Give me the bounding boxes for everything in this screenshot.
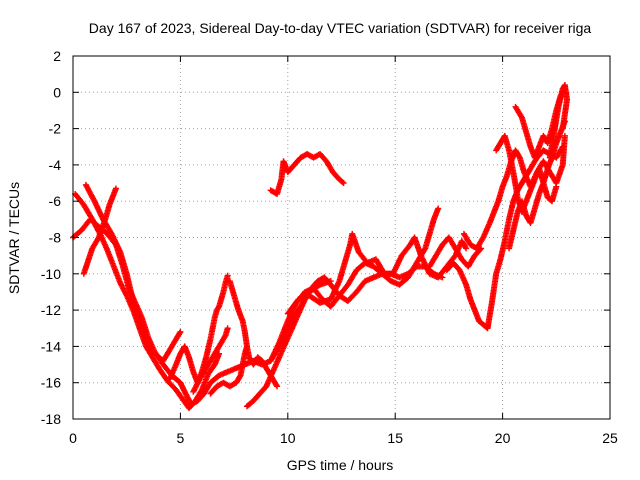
series-track-10 xyxy=(267,205,442,364)
data-point xyxy=(462,244,469,251)
x-tick-label: 20 xyxy=(495,430,511,446)
series-track-6 xyxy=(190,325,231,395)
series-track-19 xyxy=(267,151,347,197)
data-point xyxy=(435,205,442,212)
x-tick-label: 10 xyxy=(280,430,296,446)
series-track-11 xyxy=(284,230,470,317)
series-track-2 xyxy=(72,190,223,412)
series-track-3 xyxy=(80,185,119,277)
series-track-8 xyxy=(207,343,250,397)
data-point xyxy=(553,183,560,190)
data-marks xyxy=(70,82,571,412)
y-tick-label: -6 xyxy=(49,193,62,209)
y-tick-label: -2 xyxy=(49,121,62,137)
y-axis-label: SDTVAR / TECUs xyxy=(6,182,22,294)
series-track-12 xyxy=(426,234,485,270)
y-tick-label: -8 xyxy=(49,230,62,246)
series-track-4 xyxy=(82,181,184,364)
chart-title: Day 167 of 2023, Sidereal Day-to-day VTE… xyxy=(89,20,592,36)
y-tick-label: -16 xyxy=(41,375,61,391)
x-tick-label: 15 xyxy=(387,430,403,446)
y-tick-label: -18 xyxy=(41,411,61,427)
data-point xyxy=(561,132,568,139)
data-point xyxy=(273,382,280,389)
data-point xyxy=(177,328,184,335)
x-axis-label: GPS time / hours xyxy=(287,457,394,473)
x-tick-label: 25 xyxy=(602,430,618,446)
data-point xyxy=(224,325,231,332)
tick-labels: 0 5 10 15 20 25 -18 -16 -14 -12 -10 -8 -6 -4 -2 0 2 xyxy=(41,48,618,446)
y-tick-label: -4 xyxy=(49,157,62,173)
data-point xyxy=(224,272,231,279)
data-point xyxy=(274,383,281,390)
x-tick-label: 5 xyxy=(177,430,185,446)
data-point xyxy=(463,245,470,252)
data-point xyxy=(236,373,243,380)
series-track-5 xyxy=(166,272,231,386)
data-point xyxy=(112,185,119,192)
y-tick-label: -14 xyxy=(41,338,61,354)
y-tick-label: 0 xyxy=(53,84,61,100)
y-tick-label: -12 xyxy=(41,302,61,318)
y-tick-label: -10 xyxy=(41,266,61,282)
x-tick-label: 0 xyxy=(69,430,77,446)
data-point xyxy=(176,330,183,337)
data-point xyxy=(243,343,250,350)
y-tick-label: 2 xyxy=(53,48,61,64)
